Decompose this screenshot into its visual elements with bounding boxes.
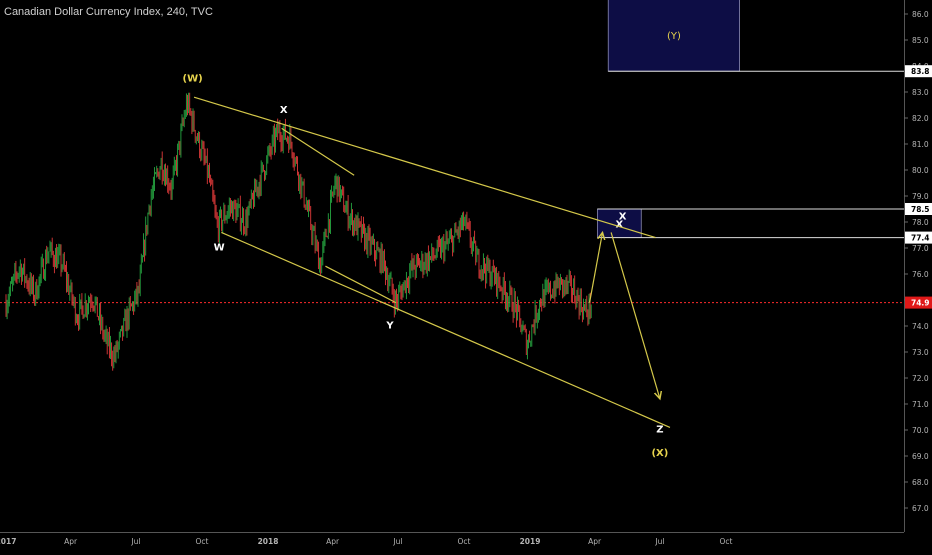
x-tick-label: Jul [654, 537, 664, 546]
price-marker-78.5 [905, 203, 932, 215]
y-tick-label: 72.0 [912, 374, 929, 383]
price-marker-label: 78.5 [911, 205, 930, 214]
y-tick-label: 80.0 [912, 166, 929, 175]
target-box-label: (Y) [667, 31, 681, 42]
wave-label: W [214, 243, 225, 254]
x-tick-label: Apr [588, 537, 602, 546]
wave-label: (W) [183, 74, 203, 85]
x-tick-label: 2018 [258, 537, 279, 546]
price-marker-77.4 [905, 231, 932, 244]
y-tick-label: 70.0 [912, 426, 929, 435]
y-tick-label: 68.0 [912, 478, 929, 487]
y-tick-label: 86.0 [912, 10, 929, 19]
x-tick-label: Apr [326, 537, 340, 546]
trendline-0 [193, 96, 656, 239]
target-box-label: X [616, 219, 624, 230]
chart-title: Canadian Dollar Currency Index, 240, TVC [4, 6, 213, 18]
y-tick-label: 76.0 [912, 270, 929, 279]
y-tick-label: 77.0 [912, 244, 929, 253]
y-tick-label: 71.0 [912, 400, 929, 409]
projection-up [588, 232, 603, 303]
trendline-2 [221, 231, 671, 428]
y-tick-label: 81.0 [912, 140, 929, 149]
price-marker-label: 77.4 [911, 234, 930, 243]
x-tick-label: Oct [195, 537, 208, 546]
trendline-3 [325, 265, 397, 304]
x-tick-label: 2017 [0, 537, 16, 546]
x-tick-label: Oct [457, 537, 470, 546]
candles [5, 92, 592, 371]
y-tick-label: 73.0 [912, 348, 929, 357]
trendline-1 [281, 127, 355, 176]
x-tick-label: Jul [392, 537, 402, 546]
x-tick-label: Apr [64, 537, 78, 546]
y-tick-label: 83.0 [912, 88, 929, 97]
y-axis-panel [904, 0, 932, 550]
y-tick-label: 67.0 [912, 504, 929, 513]
price-marker-83.8 [905, 65, 932, 78]
wave-label: Z [656, 425, 663, 436]
price-marker-label: 83.8 [911, 67, 930, 76]
target-box-0 [607, 0, 740, 72]
y-tick-label: 69.0 [912, 452, 929, 461]
x-tick-label: Oct [719, 537, 732, 546]
wave-label: (X) [651, 448, 668, 459]
x-tick-label: 2019 [520, 537, 541, 546]
y-tick-label: 79.0 [912, 192, 929, 201]
y-tick-label: 85.0 [912, 36, 929, 45]
x-axis-panel [0, 532, 932, 550]
price-marker-label: 74.9 [911, 299, 930, 308]
projection-down [610, 232, 660, 398]
wave-label: Y [385, 321, 394, 332]
x-tick-label: Jul [130, 537, 140, 546]
wave-label: X [619, 211, 627, 222]
price-marker-74.9 [905, 296, 932, 309]
y-tick-label: 78.0 [912, 218, 929, 227]
wave-label: X [280, 105, 288, 116]
y-tick-label: 74.0 [912, 322, 929, 331]
y-tick-label: 82.0 [912, 114, 929, 123]
